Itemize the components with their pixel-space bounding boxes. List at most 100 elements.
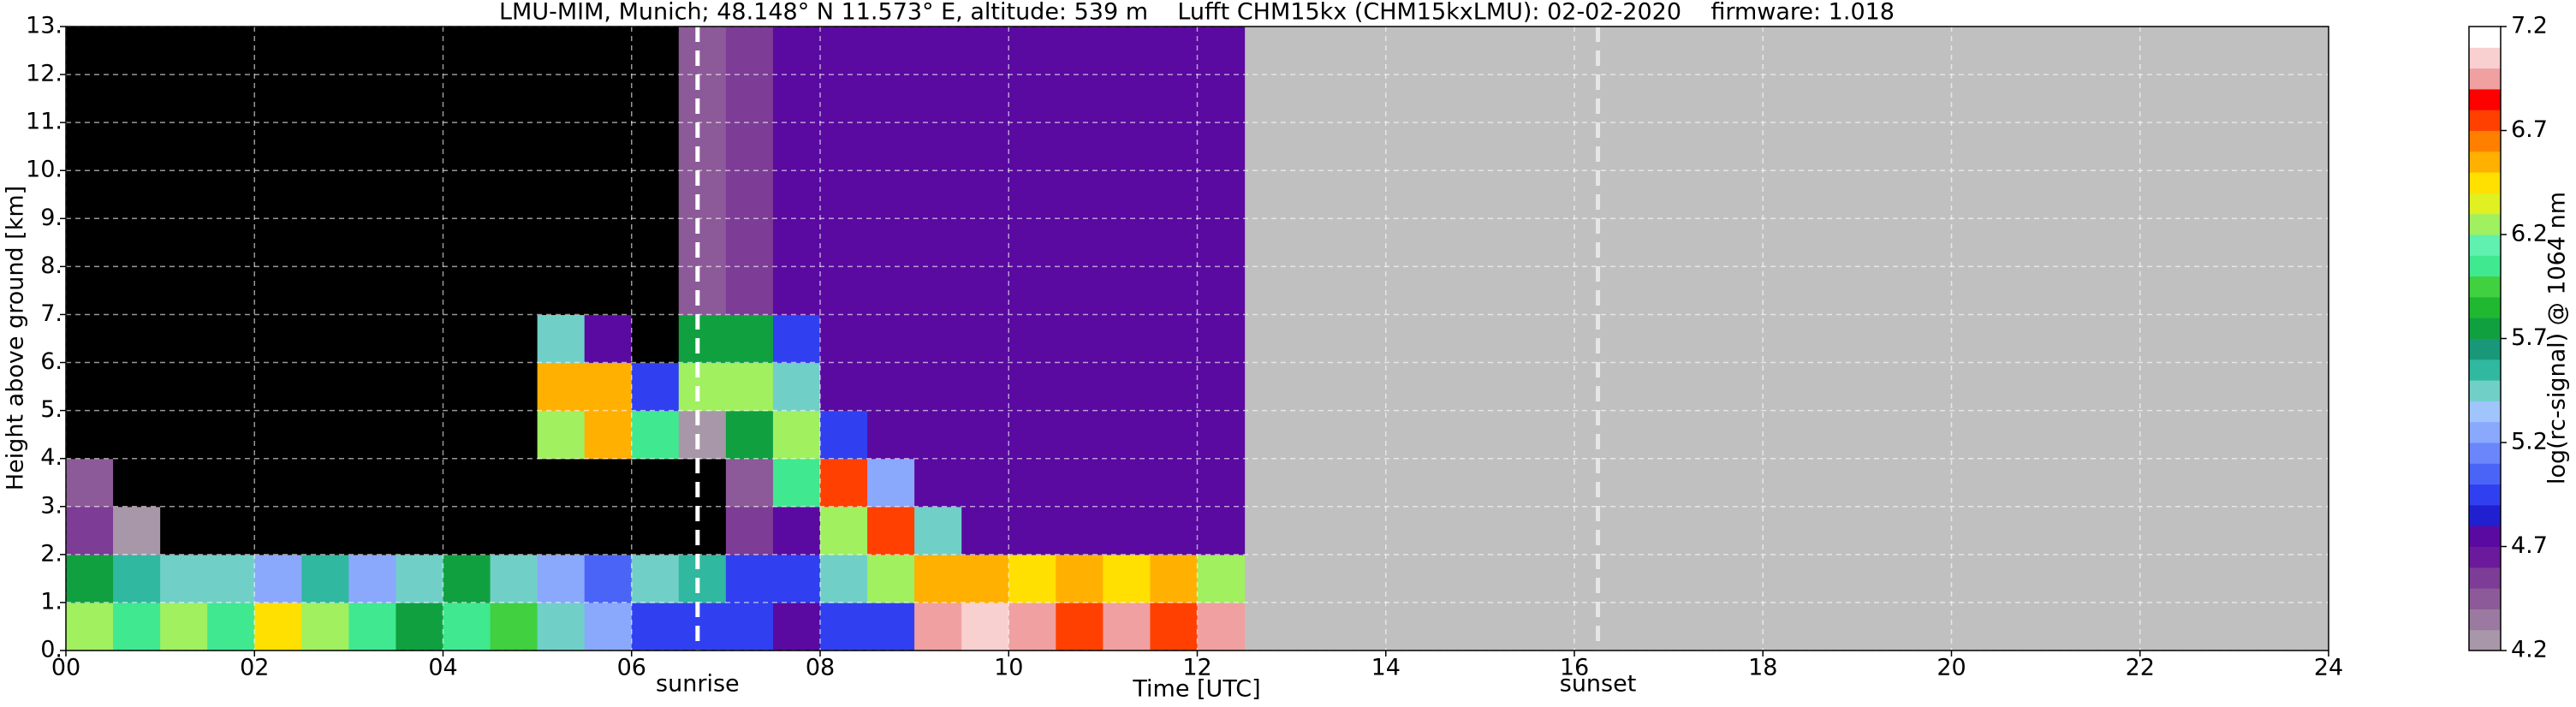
heatmap-cell bbox=[66, 218, 114, 267]
heatmap-cell bbox=[254, 458, 302, 508]
heatmap-cell bbox=[725, 314, 774, 364]
heatmap-cell bbox=[772, 266, 821, 316]
heatmap-cell bbox=[820, 266, 868, 316]
heatmap-cell bbox=[772, 458, 821, 508]
heatmap-cell bbox=[254, 218, 302, 267]
heatmap-cell bbox=[772, 314, 821, 364]
heatmap-cell bbox=[1008, 27, 1056, 75]
heatmap-cell bbox=[678, 122, 727, 171]
heatmap-cell bbox=[396, 266, 444, 316]
x-tick-label: 02 bbox=[240, 655, 269, 681]
heatmap-cell bbox=[961, 554, 1009, 603]
y-tick-label: 3. bbox=[40, 492, 62, 519]
heatmap-cell bbox=[914, 27, 962, 75]
colorbar-swatch bbox=[2469, 296, 2501, 318]
x-tick-label: 24 bbox=[2314, 655, 2343, 681]
heatmap-cell bbox=[1150, 554, 1199, 603]
heatmap-cell bbox=[348, 410, 397, 460]
colorbar-tick-label: 5.7 bbox=[2511, 324, 2548, 351]
heatmap-cell bbox=[1150, 602, 1199, 651]
heatmap-cell bbox=[631, 362, 680, 412]
heatmap-cell bbox=[443, 218, 491, 267]
x-tick-label: 16 bbox=[1560, 655, 1589, 681]
heatmap-cell bbox=[1103, 362, 1151, 412]
heatmap-cell bbox=[772, 27, 821, 75]
heatmap-cell bbox=[678, 362, 727, 412]
heatmap-cell bbox=[914, 74, 962, 123]
heatmap-cell bbox=[396, 122, 444, 171]
heatmap-cell bbox=[301, 27, 349, 75]
heatmap-cell bbox=[631, 314, 680, 364]
y-tick-label: 2. bbox=[40, 540, 62, 567]
heatmap-cell bbox=[725, 266, 774, 316]
heatmap-cell bbox=[160, 314, 208, 364]
heatmap-cell bbox=[490, 266, 538, 316]
heatmap-cell bbox=[301, 266, 349, 316]
heatmap-cell bbox=[443, 27, 491, 75]
heatmap-cell bbox=[867, 362, 915, 412]
heatmap-cell bbox=[1008, 314, 1056, 364]
colorbar-tick-label: 7.2 bbox=[2511, 13, 2548, 39]
heatmap-cell bbox=[490, 218, 538, 267]
heatmap-cell bbox=[443, 170, 491, 219]
heatmap-cell bbox=[631, 458, 680, 508]
heatmap-cell bbox=[490, 410, 538, 460]
colorbar-swatch bbox=[2469, 276, 2501, 298]
y-tick-label: 10. bbox=[26, 157, 62, 183]
heatmap-cell bbox=[961, 74, 1009, 123]
heatmap-cell bbox=[537, 602, 586, 651]
x-tick-label: 12 bbox=[1182, 655, 1211, 681]
heatmap-cell bbox=[1103, 602, 1151, 651]
heatmap-cell bbox=[1197, 27, 1246, 75]
x-tick-label: 14 bbox=[1371, 655, 1401, 681]
heatmap-cell bbox=[301, 410, 349, 460]
heatmap-cell bbox=[490, 506, 538, 556]
heatmap-cell bbox=[301, 362, 349, 412]
heatmap-cell bbox=[725, 170, 774, 219]
colorbar-tick-label: 6.2 bbox=[2511, 221, 2548, 247]
heatmap-cell bbox=[66, 122, 114, 171]
y-tick-label: 7. bbox=[40, 300, 62, 327]
heatmap-cell bbox=[66, 170, 114, 219]
heatmap-cell bbox=[1197, 410, 1246, 460]
heatmap-cell bbox=[1197, 602, 1246, 651]
heatmap-cell bbox=[678, 74, 727, 123]
heatmap-cell bbox=[914, 458, 962, 508]
colorbar-swatch bbox=[2469, 609, 2501, 631]
heatmap-cell bbox=[584, 74, 633, 123]
heatmap-cell bbox=[348, 27, 397, 75]
heatmap-cell bbox=[348, 170, 397, 219]
heatmap-cell bbox=[1197, 74, 1246, 123]
heatmap-cell bbox=[631, 122, 680, 171]
heatmap-cell bbox=[961, 266, 1009, 316]
heatmap-cell bbox=[1103, 506, 1151, 556]
heatmap-cell bbox=[254, 602, 302, 651]
x-tick-label: 10 bbox=[994, 655, 1023, 681]
heatmap-cell bbox=[1008, 554, 1056, 603]
colorbar-tick-label: 4.2 bbox=[2511, 637, 2548, 663]
heatmap-cell bbox=[1103, 314, 1151, 364]
heatmap-cell bbox=[1197, 506, 1246, 556]
colorbar-swatch bbox=[2469, 546, 2501, 568]
colorbar-swatch bbox=[2469, 27, 2501, 48]
heatmap-cell bbox=[1197, 170, 1246, 219]
heatmap-cell bbox=[490, 27, 538, 75]
heatmap-cell bbox=[1103, 74, 1151, 123]
colorbar-swatch bbox=[2469, 47, 2501, 69]
annotation-label: sunset bbox=[1560, 671, 1637, 698]
heatmap-cell bbox=[820, 218, 868, 267]
heatmap-cell bbox=[914, 602, 962, 651]
heatmap-cell bbox=[867, 458, 915, 508]
heatmap-cell bbox=[820, 362, 868, 412]
heatmap-cell bbox=[1150, 314, 1199, 364]
heatmap-cell bbox=[1103, 170, 1151, 219]
heatmap-cell bbox=[772, 554, 821, 603]
heatmap-cell bbox=[961, 218, 1009, 267]
y-tick-label: 6. bbox=[40, 348, 62, 375]
heatmap-cell bbox=[1056, 74, 1104, 123]
heatmap-cell bbox=[867, 218, 915, 267]
colorbar-swatch bbox=[2469, 110, 2501, 131]
heatmap-cell bbox=[396, 74, 444, 123]
heatmap-cell bbox=[631, 218, 680, 267]
heatmap-cell bbox=[443, 602, 491, 651]
